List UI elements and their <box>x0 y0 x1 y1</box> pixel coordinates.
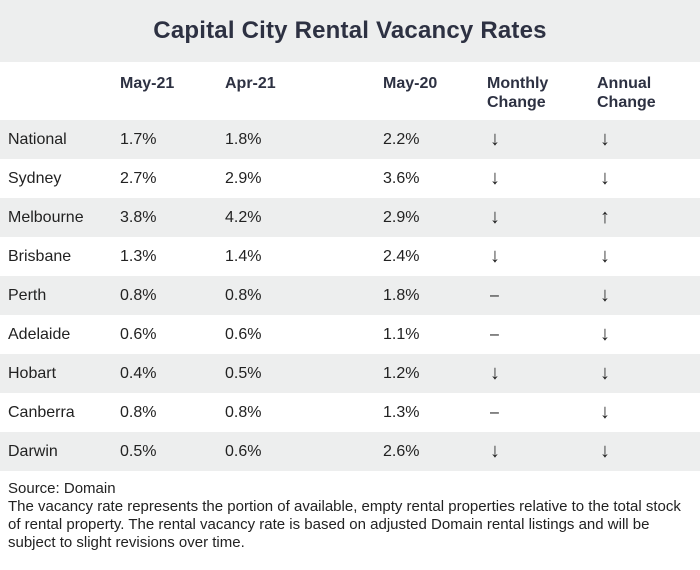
may20-cell: 1.8% <box>383 287 420 304</box>
city-cell: Brisbane <box>8 248 72 265</box>
apr21-cell: 1.4% <box>225 248 262 265</box>
apr21-cell: 0.6% <box>225 326 262 343</box>
annual-change-cell: ↓ <box>600 284 610 306</box>
monthly-change-cell: ↓ <box>490 245 500 267</box>
monthly-change-cell: ↓ <box>490 128 500 150</box>
may20-cell: 1.2% <box>383 365 420 382</box>
table-row: Brisbane 1.3% 1.4% 2.4% ↓ ↓ <box>0 237 700 276</box>
apr21-cell: 0.5% <box>225 365 262 382</box>
annual-change-cell: ↑ <box>600 206 610 228</box>
city-cell: Sydney <box>8 170 62 187</box>
column-header-annual-change: Annual Change <box>597 75 656 111</box>
monthly-change-cell: – <box>490 326 499 343</box>
column-header-monthly-change: Monthly Change <box>487 75 549 111</box>
annual-change-cell: ↓ <box>600 167 610 189</box>
annual-change-cell: ↓ <box>600 245 610 267</box>
city-cell: Hobart <box>8 365 57 382</box>
title-bar: Capital City Rental Vacancy Rates <box>0 0 700 62</box>
may21-cell: 0.8% <box>120 404 157 421</box>
table-row: National 1.7% 1.8% 2.2% ↓ ↓ <box>0 120 700 159</box>
monthly-change-cell: ↓ <box>490 362 500 384</box>
city-cell: Canberra <box>8 404 75 421</box>
apr21-cell: 0.8% <box>225 404 262 421</box>
apr21-cell: 4.2% <box>225 209 262 226</box>
chart-title: Capital City Rental Vacancy Rates <box>153 17 547 44</box>
table-row: Sydney 2.7% 2.9% 3.6% ↓ ↓ <box>0 159 700 198</box>
table-row: Canberra 0.8% 0.8% 1.3% – ↓ <box>0 393 700 432</box>
may21-cell: 0.8% <box>120 287 157 304</box>
city-cell: National <box>8 131 67 148</box>
column-header-may20: May-20 <box>383 75 438 92</box>
may21-cell: 0.5% <box>120 443 157 460</box>
city-cell: Darwin <box>8 443 58 460</box>
may20-cell: 1.3% <box>383 404 420 421</box>
may21-cell: 3.8% <box>120 209 157 226</box>
may20-cell: 2.6% <box>383 443 420 460</box>
annual-change-cell: ↓ <box>600 362 610 384</box>
column-header-may21: May-21 <box>120 75 175 92</box>
may21-cell: 1.3% <box>120 248 157 265</box>
apr21-cell: 0.6% <box>225 443 262 460</box>
may21-cell: 1.7% <box>120 131 157 148</box>
city-cell: Adelaide <box>8 326 71 343</box>
header-row: May-21 Apr-21 May-20 Monthly Change Annu… <box>0 62 700 120</box>
annual-change-cell: ↓ <box>600 401 610 423</box>
may20-cell: 2.2% <box>383 131 420 148</box>
monthly-change-cell: ↓ <box>490 206 500 228</box>
source-note: Source: Domain <box>8 480 116 497</box>
may20-cell: 2.4% <box>383 248 420 265</box>
table-row: Adelaide 0.6% 0.6% 1.1% – ↓ <box>0 315 700 354</box>
methodology-note: The vacancy rate represents the portion … <box>8 498 681 551</box>
annual-change-cell: ↓ <box>600 128 610 150</box>
annual-change-cell: ↓ <box>600 440 610 462</box>
may20-cell: 2.9% <box>383 209 420 226</box>
city-cell: Perth <box>8 287 47 304</box>
city-cell: Melbourne <box>8 209 84 226</box>
table-row: Melbourne 3.8% 4.2% 2.9% ↓ ↑ <box>0 198 700 237</box>
monthly-change-cell: ↓ <box>490 167 500 189</box>
may21-cell: 0.4% <box>120 365 157 382</box>
may20-cell: 1.1% <box>383 326 420 343</box>
table-row: Darwin 0.5% 0.6% 2.6% ↓ ↓ <box>0 432 700 471</box>
may20-cell: 3.6% <box>383 170 420 187</box>
column-header-apr21: Apr-21 <box>225 75 276 92</box>
apr21-cell: 1.8% <box>225 131 262 148</box>
apr21-cell: 0.8% <box>225 287 262 304</box>
annual-change-cell: ↓ <box>600 323 610 345</box>
may21-cell: 2.7% <box>120 170 157 187</box>
table-row: Perth 0.8% 0.8% 1.8% – ↓ <box>0 276 700 315</box>
monthly-change-cell: – <box>490 404 499 421</box>
monthly-change-cell: – <box>490 287 499 304</box>
may21-cell: 0.6% <box>120 326 157 343</box>
monthly-change-cell: ↓ <box>490 440 500 462</box>
footnotes: Source: Domain The vacancy rate represen… <box>8 480 694 552</box>
apr21-cell: 2.9% <box>225 170 262 187</box>
table-row: Hobart 0.4% 0.5% 1.2% ↓ ↓ <box>0 354 700 393</box>
